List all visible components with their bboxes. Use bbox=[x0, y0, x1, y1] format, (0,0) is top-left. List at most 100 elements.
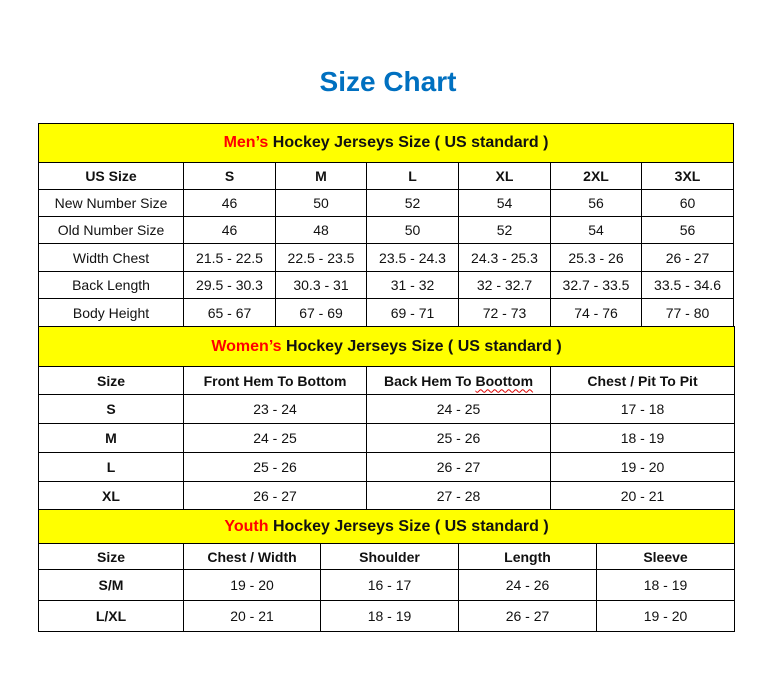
table-cell: 25 - 26 bbox=[366, 423, 551, 453]
table-row: S/M 19 - 20 16 - 17 24 - 26 18 - 19 bbox=[38, 569, 736, 601]
table-row: Back Length 29.5 - 30.3 30.3 - 31 31 - 32 32… bbox=[38, 271, 735, 299]
table-cell: 72 - 73 bbox=[458, 298, 551, 327]
column-header-text: US Size bbox=[85, 168, 137, 184]
table-cell: 31 - 32 bbox=[366, 271, 459, 299]
column-header-text: 2XL bbox=[583, 168, 609, 184]
row-label: Width Chest bbox=[38, 243, 184, 272]
column-header-text: Sleeve bbox=[643, 548, 688, 565]
column-header-text: 3XL bbox=[674, 168, 701, 184]
page-title: Size Chart bbox=[319, 66, 457, 97]
section-title: Hockey Jerseys Size ( US standard ) bbox=[268, 517, 549, 535]
column-header: S bbox=[183, 162, 276, 190]
column-header-row: Size Front Hem To Bottom Back Hem To Boott… bbox=[38, 366, 736, 395]
section-title: Hockey Jerseys Size ( US standard ) bbox=[268, 134, 549, 151]
column-header: L bbox=[366, 162, 459, 190]
column-header-text: Chest / Pit To Pit bbox=[587, 372, 698, 389]
column-header-text: Back Hem To Boottom bbox=[383, 372, 534, 389]
row-label: S/M bbox=[38, 569, 184, 601]
column-header-row: US Size S M L XL 2XL 3XL bbox=[38, 162, 735, 190]
table-cell: 21.5 - 22.5 bbox=[183, 243, 276, 272]
column-header-text: Size bbox=[96, 372, 125, 389]
table-cell: 25.3 - 26 bbox=[550, 243, 642, 272]
table-cell: 50 bbox=[275, 189, 367, 217]
section-title: Hockey Jerseys Size ( US standard ) bbox=[281, 337, 562, 355]
table-cell: 20 - 21 bbox=[183, 600, 321, 632]
table-cell: 50 bbox=[366, 216, 459, 244]
table-cell: 26 - 27 bbox=[458, 600, 597, 632]
table-row: Width Chest 21.5 - 22.5 22.5 - 23.5 23.5 - … bbox=[38, 243, 735, 272]
column-header-text: L bbox=[408, 168, 417, 184]
table-cell: 46 bbox=[183, 189, 276, 217]
column-header-text: Shoulder bbox=[359, 548, 420, 565]
table-cell: 65 - 67 bbox=[183, 298, 276, 327]
table-cell: 23 - 24 bbox=[183, 394, 367, 424]
mens-section-header: Men’s Hockey Jerseys Size ( US standard … bbox=[37, 123, 735, 163]
table-cell: 60 bbox=[640, 189, 735, 217]
youth-section-header: Youth Hockey Jerseys Size ( US standard … bbox=[37, 509, 736, 544]
table-cell: 69 - 71 bbox=[366, 298, 459, 327]
table-cell: 18 - 19 bbox=[549, 423, 736, 453]
table-row: XL 26 - 27 27 - 28 20 - 21 bbox=[38, 481, 736, 510]
table-cell: 19 - 20 bbox=[549, 452, 736, 482]
table-cell: 19 - 20 bbox=[183, 569, 321, 601]
row-label: S bbox=[38, 394, 184, 424]
table-cell: 26 - 27 bbox=[183, 481, 367, 510]
table-cell: 48 bbox=[275, 216, 367, 244]
column-header-text: Size bbox=[96, 548, 125, 565]
column-header-text: M bbox=[315, 168, 327, 184]
column-header-text: Length bbox=[504, 548, 551, 565]
table-cell: 54 bbox=[550, 216, 642, 244]
column-header-row: Size Chest / Width Shoulder Length Sleeve bbox=[38, 543, 736, 570]
table-cell: 23.5 - 24.3 bbox=[366, 243, 459, 272]
column-header-text: Chest / Width bbox=[207, 548, 297, 565]
column-header: Shoulder bbox=[320, 543, 459, 570]
row-label: Back Length bbox=[38, 271, 184, 299]
column-header: Chest / Width bbox=[183, 543, 321, 570]
table-cell: 25 - 26 bbox=[183, 452, 367, 482]
row-label: L bbox=[38, 452, 184, 482]
table-cell: 18 - 19 bbox=[320, 600, 459, 632]
table-row: L/XL 20 - 21 18 - 19 26 - 27 19 - 20 bbox=[38, 600, 736, 632]
table-cell: 56 bbox=[640, 216, 735, 244]
table-cell: 22.5 - 23.5 bbox=[275, 243, 367, 272]
table-cell: 33.5 - 34.6 bbox=[640, 271, 735, 299]
table-cell: 17 - 18 bbox=[549, 394, 736, 424]
table-row: M 24 - 25 25 - 26 18 - 19 bbox=[38, 423, 736, 453]
row-label: Old Number Size bbox=[38, 216, 184, 244]
table-row: New Number Size 46 50 52 54 56 60 bbox=[38, 189, 735, 217]
table-cell: 77 - 80 bbox=[640, 298, 735, 327]
column-header: Length bbox=[458, 543, 597, 570]
row-label: L/XL bbox=[38, 600, 184, 632]
table-cell: 32.7 - 33.5 bbox=[550, 271, 642, 299]
womens-size-table: Women’s Hockey Jerseys Size ( US standar… bbox=[37, 326, 736, 510]
womens-label: Women’s bbox=[211, 337, 282, 355]
table-cell: 26 - 27 bbox=[640, 243, 735, 272]
table-cell: 24 - 26 bbox=[458, 569, 597, 601]
table-row: Old Number Size 46 48 50 52 54 56 bbox=[38, 216, 735, 244]
mens-label: Men’s bbox=[223, 134, 269, 151]
table-cell: 74 - 76 bbox=[550, 298, 642, 327]
column-header: 2XL bbox=[550, 162, 642, 190]
column-header: Size bbox=[38, 543, 184, 570]
table-cell: 27 - 28 bbox=[366, 481, 551, 510]
column-header-text: S bbox=[224, 168, 235, 184]
table-cell: 52 bbox=[366, 189, 459, 217]
column-header: Size bbox=[38, 366, 184, 395]
table-cell: 20 - 21 bbox=[549, 481, 736, 510]
column-header: Sleeve bbox=[595, 543, 736, 570]
mens-size-table: Men’s Hockey Jerseys Size ( US standard … bbox=[37, 123, 735, 327]
table-cell: 32 - 32.7 bbox=[458, 271, 551, 299]
row-label: New Number Size bbox=[38, 189, 184, 217]
table-cell: 24 - 25 bbox=[183, 423, 367, 453]
table-cell: 46 bbox=[183, 216, 276, 244]
table-cell: 26 - 27 bbox=[366, 452, 551, 482]
table-cell: 29.5 - 30.3 bbox=[183, 271, 276, 299]
table-row: L 25 - 26 26 - 27 19 - 20 bbox=[38, 452, 736, 482]
table-cell: 56 bbox=[550, 189, 642, 217]
column-header: Back Hem To Boottom bbox=[366, 366, 551, 395]
column-header: XL bbox=[458, 162, 551, 190]
youth-size-table: Youth Hockey Jerseys Size ( US standard … bbox=[37, 509, 736, 632]
youth-label: Youth bbox=[224, 517, 269, 535]
table-row: Body Height 65 - 67 67 - 69 69 - 71 72 - 73 7… bbox=[38, 298, 735, 327]
table-cell: 67 - 69 bbox=[275, 298, 367, 327]
